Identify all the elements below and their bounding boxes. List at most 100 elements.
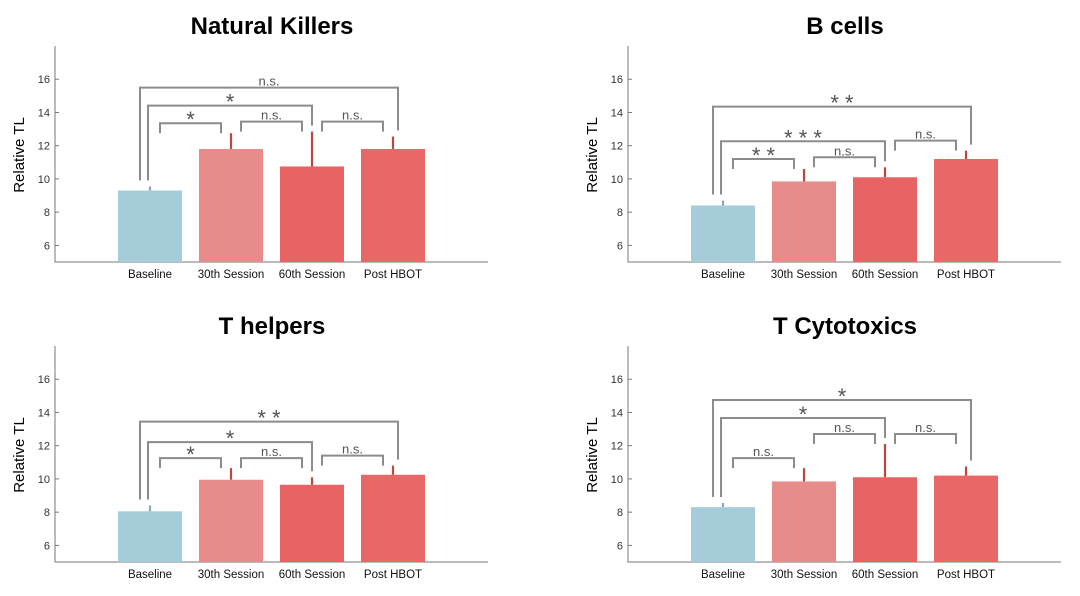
bar [853, 177, 917, 262]
plot-area: 6 8 10 12 14 16 Baseline 30th Session 60th Sessi… [38, 346, 488, 581]
x-tick-label: 60th Session [852, 569, 919, 581]
chart-title: Natural Killers [191, 13, 354, 40]
significance-bracket [139, 86, 399, 181]
plot-area: 6 8 10 12 14 16 Baseline 30th Session 60th Sessi… [611, 346, 1061, 581]
significance-label: n.s. [915, 420, 936, 435]
significance-bracket [720, 417, 886, 498]
y-tick-label: 6 [617, 540, 623, 552]
significance-label: n.s. [342, 108, 363, 123]
x-tick-label: Post HBOT [364, 269, 422, 281]
bar [361, 474, 425, 562]
bar [691, 205, 755, 262]
x-tick-label: Post HBOT [364, 569, 422, 581]
significance-label: n.s. [834, 143, 855, 158]
y-axis-label: Relative TL [11, 117, 28, 193]
y-tick-label: 14 [38, 407, 50, 419]
significance-label: * [838, 384, 847, 409]
significance-bracket [240, 120, 303, 132]
significance-bracket [720, 140, 886, 195]
significance-label: * [186, 442, 195, 467]
chart-title: T Cytotoxics [773, 313, 917, 340]
panel-t-cytotoxics: T Cytotoxics Relative TL 6 8 10 12 14 16 Basel… [584, 313, 1061, 581]
significance-label: n.s. [342, 442, 363, 457]
bar [280, 484, 344, 562]
y-tick-label: 8 [44, 507, 50, 519]
y-axis-label: Relative TL [11, 417, 28, 493]
chart-title: T helpers [219, 313, 326, 340]
y-tick-label: 12 [38, 141, 50, 153]
x-tick-label: 60th Session [279, 569, 346, 581]
y-tick-label: 10 [611, 474, 623, 486]
bar [691, 507, 755, 562]
significance-bracket [813, 156, 876, 168]
x-tick-label: 30th Session [771, 569, 838, 581]
y-tick-label: 8 [617, 507, 623, 519]
x-tick-label: 30th Session [198, 269, 265, 281]
y-axis-label: Relative TL [584, 417, 601, 493]
bar [199, 479, 263, 562]
y-tick-label: 10 [611, 174, 623, 186]
x-tick-label: 60th Session [852, 269, 919, 281]
significance-bracket [732, 157, 795, 169]
significance-bracket [813, 433, 876, 445]
significance-label: * [226, 90, 235, 115]
y-tick-label: 8 [617, 207, 623, 219]
y-tick-label: 8 [44, 207, 50, 219]
significance-bracket [712, 399, 972, 498]
y-axis-label: Relative TL [584, 117, 601, 193]
y-tick-label: 10 [38, 174, 50, 186]
significance-label: * * [257, 406, 281, 431]
y-tick-label: 14 [611, 407, 623, 419]
y-tick-label: 6 [617, 240, 623, 252]
y-tick-label: 14 [38, 107, 50, 119]
x-tick-label: 30th Session [771, 269, 838, 281]
significance-label: n.s. [753, 444, 774, 459]
x-tick-label: 30th Session [198, 569, 265, 581]
plot-area: 6 8 10 12 14 16 Baseline 30th Session 60th Sessi… [611, 46, 1061, 281]
bar [118, 190, 182, 262]
y-tick-label: 14 [611, 107, 623, 119]
significance-bracket [147, 441, 313, 500]
significance-label: * * [752, 143, 776, 168]
bar [934, 158, 998, 262]
y-tick-label: 12 [611, 141, 623, 153]
y-tick-label: 16 [38, 74, 50, 86]
significance-bracket [894, 139, 957, 151]
significance-label: * [186, 107, 195, 132]
bar [853, 477, 917, 562]
bar [361, 149, 425, 262]
significance-label: n.s. [259, 74, 280, 89]
bar [280, 166, 344, 262]
significance-bracket [321, 454, 384, 466]
panel-t-helpers: T helpers Relative TL 6 8 10 12 14 16 Baseline… [11, 313, 488, 581]
significance-bracket [139, 420, 399, 500]
significance-bracket [321, 120, 384, 132]
bar [772, 481, 836, 562]
significance-label: n.s. [834, 420, 855, 435]
significance-label: * * * [784, 125, 822, 150]
x-tick-label: Baseline [128, 569, 172, 581]
significance-label: * [226, 426, 235, 451]
y-tick-label: 12 [611, 441, 623, 453]
significance-bracket [732, 457, 795, 469]
x-tick-label: Baseline [701, 269, 745, 281]
significance-bracket [894, 433, 957, 445]
plot-area: 6 8 10 12 14 16 Baseline 30th Session 60th Sessi… [38, 46, 488, 281]
significance-label: n.s. [261, 444, 282, 459]
bar [772, 181, 836, 262]
significance-label: n.s. [261, 108, 282, 123]
x-tick-label: Post HBOT [937, 269, 995, 281]
x-tick-label: Post HBOT [937, 569, 995, 581]
y-tick-label: 16 [611, 374, 623, 386]
chart-title: B cells [806, 13, 883, 40]
y-tick-label: 6 [44, 240, 50, 252]
bar [934, 475, 998, 562]
significance-bracket [159, 122, 222, 134]
bar [199, 149, 263, 262]
y-tick-label: 16 [38, 374, 50, 386]
x-tick-label: 60th Session [279, 269, 346, 281]
panel-natural-killers: Natural Killers Relative TL 6 8 10 12 14 16 Ba… [11, 13, 488, 281]
x-tick-label: Baseline [128, 269, 172, 281]
panel-b-cells: B cells Relative TL 6 8 10 12 14 16 Baseline 30… [584, 13, 1061, 281]
